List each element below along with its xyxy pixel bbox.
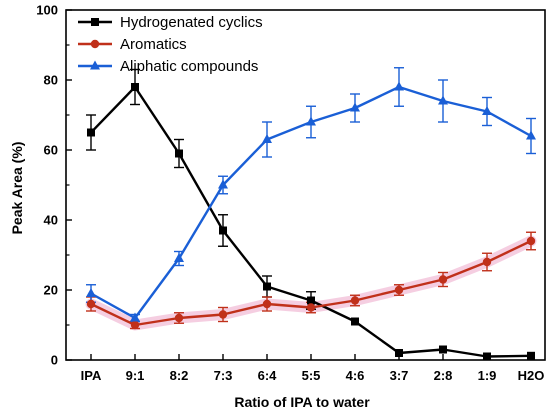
legend-marker-aromatics — [90, 39, 100, 49]
aromatics-point — [438, 275, 448, 284]
aliphatic-compounds-point — [350, 102, 360, 112]
aliphatic-compounds-point — [306, 116, 316, 126]
y-tick-label: 80 — [44, 73, 58, 88]
aliphatic-compounds-point — [86, 288, 96, 297]
x-tick-label: 8:2 — [170, 368, 189, 383]
y-tick-label: 0 — [51, 353, 58, 368]
aromatics-point — [174, 313, 184, 323]
hydrogenated-cyclics-point — [263, 282, 271, 291]
x-tick-label: H2O — [518, 368, 545, 383]
aromatics-point — [526, 236, 536, 246]
hydrogenated-cyclics-point — [131, 83, 139, 91]
legend-marker-hydrogenated-cyclics — [91, 18, 99, 26]
aliphatic-compounds-point — [218, 179, 228, 189]
aliphatic-compounds-point — [526, 130, 536, 140]
aliphatic-compounds-point — [438, 95, 448, 105]
hydrogenated-cyclics-point — [351, 317, 359, 326]
x-tick-label: 4:6 — [346, 368, 365, 383]
y-axis-label: Peak Area (%) — [9, 142, 25, 235]
aromatics-point — [86, 299, 96, 309]
aromatics-point — [482, 257, 492, 267]
legend-marker-aliphatic-compounds — [90, 60, 100, 70]
aliphatic-compounds-point — [394, 81, 404, 91]
legend-label-aliphatic-compounds: Aliphatic compounds — [120, 58, 258, 75]
x-tick-label: 9:1 — [126, 368, 145, 383]
y-tick-label: 40 — [44, 213, 58, 228]
hydrogenated-cyclics-point — [87, 128, 95, 137]
legend-label-hydrogenated-cyclics: Hydrogenated cyclics — [120, 14, 263, 31]
hydrogenated-cyclics-point — [439, 345, 447, 354]
x-tick-label: 3:7 — [390, 368, 409, 383]
x-tick-label: 7:3 — [214, 368, 233, 383]
aliphatic-compounds-point — [130, 312, 140, 322]
x-tick-label: 1:9 — [478, 368, 497, 383]
aliphatic-compounds-point — [174, 253, 184, 262]
y-tick-label: 60 — [44, 143, 58, 158]
aromatics-point — [306, 303, 316, 312]
aromatics-point — [218, 310, 228, 319]
aromatics-point — [394, 285, 404, 295]
legend-label-aromatics: Aromatics — [120, 36, 187, 53]
hydrogenated-cyclics-point — [395, 349, 403, 357]
x-tick-label: 6:4 — [258, 368, 278, 383]
y-tick-label: 20 — [44, 283, 58, 298]
aliphatic-compounds-point — [262, 134, 272, 143]
aromatics-point — [350, 296, 360, 305]
hydrogenated-cyclics-point — [219, 226, 227, 235]
aromatics-point — [262, 299, 272, 309]
aliphatic-compounds-point — [482, 106, 492, 115]
hydrogenated-cyclics-point — [307, 296, 315, 305]
x-tick-label: 5:5 — [302, 368, 321, 383]
x-tick-label: IPA — [81, 368, 102, 383]
x-tick-label: 2:8 — [434, 368, 453, 383]
aromatics-point — [130, 320, 140, 330]
y-tick-label: 100 — [36, 3, 58, 18]
x-axis-label: Ratio of IPA to water — [234, 394, 370, 410]
hydrogenated-cyclics-point — [175, 149, 183, 158]
